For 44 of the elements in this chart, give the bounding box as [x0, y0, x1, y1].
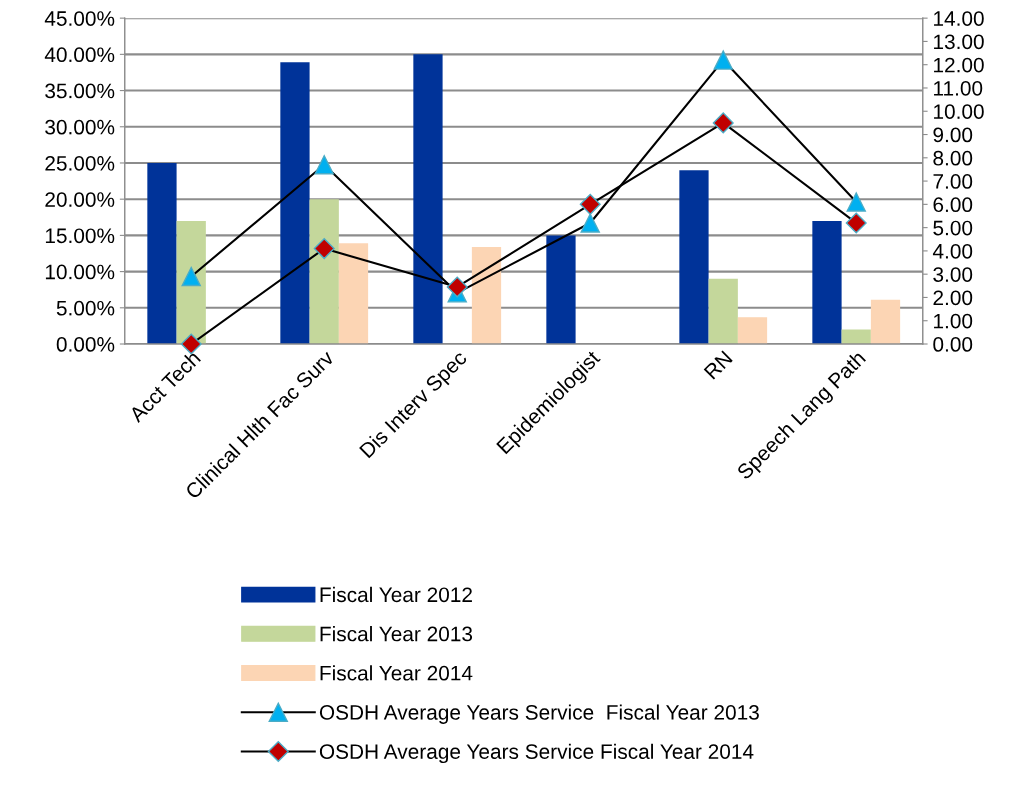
bar: [546, 235, 576, 344]
bar: [309, 199, 339, 344]
y2-tick-label: 6.00: [933, 197, 973, 213]
legend-label: Fiscal Year 2012: [320, 586, 472, 603]
y2-tick-label: 13.00: [934, 34, 984, 50]
bar: [679, 170, 709, 344]
y2-tick-label: 4.00: [932, 243, 973, 259]
y-tick-label: 25.00%: [45, 155, 115, 171]
y-tick-label: 40.00%: [44, 47, 115, 63]
bar: [708, 278, 738, 344]
y-tick-label: 10.00%: [45, 264, 115, 280]
bar: [280, 62, 310, 344]
y2-tick-label: 0.00: [933, 337, 973, 352]
bar: [338, 243, 369, 344]
y-tick-label: 45.00%: [44, 11, 115, 26]
y-tick-label: 30.00%: [45, 119, 115, 135]
x-tick-label: RN: [703, 350, 733, 380]
y2-tick-label: 1.00: [934, 313, 973, 329]
y-tick-label: 0.00%: [56, 337, 115, 352]
y2-tick-label: 14.00: [934, 11, 984, 26]
y-tick-label: 5.00%: [56, 300, 115, 316]
y2-tick-label: 3.00: [933, 267, 973, 282]
legend-label: Fiscal Year 2013: [320, 626, 473, 642]
bar: [413, 54, 443, 344]
y2-tick-label: 2.00: [933, 290, 973, 306]
y-tick-label: 35.00%: [45, 83, 115, 99]
y-tick-label: 15.00%: [45, 228, 115, 244]
bar: [176, 220, 206, 344]
bar: [471, 246, 502, 344]
bar: [147, 162, 177, 344]
y2-tick-label: 10.00: [934, 104, 984, 119]
y2-tick-label: 8.00: [933, 150, 973, 166]
y2-tick-label: 9.00: [933, 127, 973, 143]
legend-label: OSDH Average Years Service Fiscal Year 2014: [319, 743, 754, 764]
legend-label: Fiscal Year 2014: [320, 665, 473, 681]
y2-tick-label: 5.00: [933, 220, 973, 236]
y2-tick-label: 7.00: [933, 174, 973, 189]
y2-tick-label: 12.00: [934, 57, 984, 73]
bar: [737, 317, 768, 344]
legend-label: OSDH Average Years Service Fiscal Year 2013: [319, 704, 759, 724]
y2-tick-label: 11.00: [934, 80, 983, 96]
bar: [870, 299, 901, 344]
bar: [812, 220, 842, 344]
y-tick-label: 20.00%: [45, 192, 115, 207]
